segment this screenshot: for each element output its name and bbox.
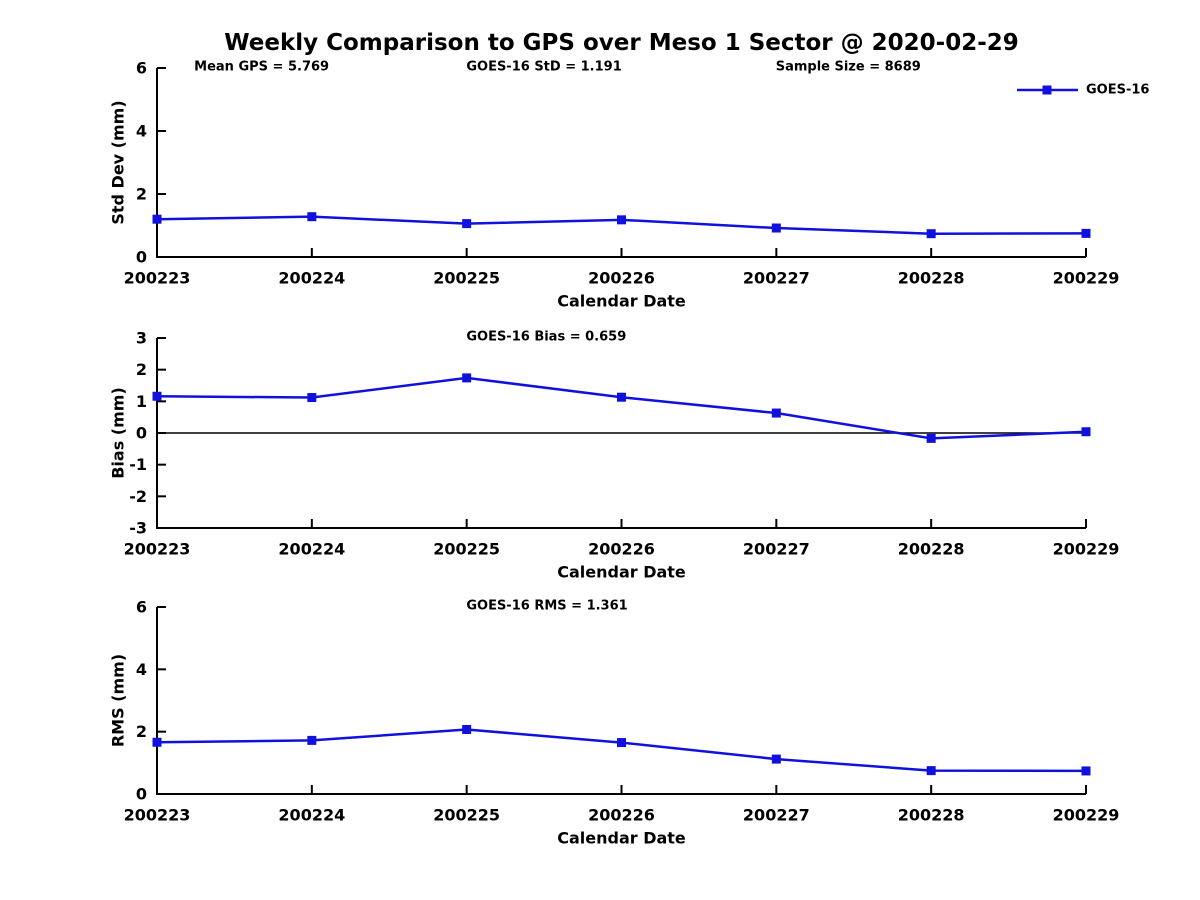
y-tick-label: 2 — [136, 185, 147, 204]
annotation: Sample Size = 8689 — [776, 60, 921, 75]
x-tick-label: 200224 — [278, 269, 345, 288]
y-axis-label: RMS (mm) — [109, 654, 128, 747]
x-tick-label: 200224 — [278, 540, 345, 559]
x-tick-label: 200226 — [588, 540, 655, 559]
data-marker — [926, 433, 936, 443]
y-axis-label: Bias (mm) — [109, 387, 128, 479]
y-tick-label: 2 — [136, 360, 147, 379]
data-line — [156, 376, 1087, 440]
x-tick-label: 200229 — [1053, 269, 1120, 288]
annotation: GOES-16 StD = 1.191 — [466, 60, 621, 75]
x-tick-label: 200225 — [433, 269, 500, 288]
data-marker — [462, 219, 472, 229]
data-marker — [152, 737, 162, 747]
x-tick-label: 200229 — [1053, 806, 1120, 825]
y-tick-label: 0 — [136, 424, 147, 443]
y-tick-label: 0 — [136, 785, 147, 804]
data-marker — [771, 408, 781, 418]
data-marker — [307, 735, 317, 745]
x-tick-label: 200225 — [433, 806, 500, 825]
y-tick-label: 6 — [136, 59, 147, 78]
data-line — [156, 728, 1087, 773]
y-tick-label: 4 — [136, 122, 147, 141]
data-marker — [462, 724, 472, 734]
x-tick-label: 200226 — [588, 269, 655, 288]
y-axis-label: Std Dev (mm) — [109, 100, 128, 224]
axis-spines — [156, 607, 1086, 795]
y-tick-label: -1 — [129, 455, 147, 474]
x-tick-label: 200225 — [433, 540, 500, 559]
data-marker — [307, 393, 317, 403]
data-marker — [152, 214, 162, 224]
x-tick-label: 200228 — [898, 269, 965, 288]
data-marker — [926, 229, 936, 239]
x-tick-label: 200229 — [1053, 540, 1120, 559]
data-marker — [1081, 766, 1091, 776]
y-tick-label: 0 — [136, 248, 147, 267]
x-axis-label: Calendar Date — [557, 563, 686, 582]
axis-spines — [156, 68, 1086, 258]
x-tick-label: 200227 — [743, 540, 810, 559]
subplot-std-dev: 0 2 4 6 200223 200224 200225 200226 200227 200228… — [109, 59, 1150, 311]
y-tick-label: 3 — [136, 329, 147, 348]
subplot-rms: 0 2 4 6 200223 200224 200225 200226 200227 200228… — [109, 598, 1120, 848]
data-marker — [152, 391, 162, 401]
annotation: Mean GPS = 5.769 — [194, 60, 329, 75]
data-marker — [1081, 427, 1091, 437]
y-tick-label: 4 — [136, 660, 147, 679]
subplot-bias: -3 -2 -1 0 1 2 3 200223 200224 200225 200226 200227… — [109, 329, 1120, 582]
data-marker — [307, 212, 317, 222]
data-marker — [771, 754, 781, 764]
x-tick-label: 200227 — [743, 269, 810, 288]
x-axis-label: Calendar Date — [557, 829, 686, 848]
y-tick-label: 6 — [136, 598, 147, 617]
y-tick-label: -3 — [129, 519, 147, 538]
data-marker — [462, 373, 472, 383]
x-tick-label: 200227 — [743, 806, 810, 825]
data-marker — [926, 766, 936, 776]
x-axis-label: Calendar Date — [557, 292, 686, 311]
x-tick-label: 200223 — [124, 540, 191, 559]
data-marker — [1081, 228, 1091, 238]
legend: GOES-16 — [1017, 83, 1149, 98]
x-tick-label: 200228 — [898, 540, 965, 559]
legend-marker-sample — [1042, 85, 1052, 95]
data-marker — [617, 215, 626, 225]
y-tick-label: 1 — [136, 392, 147, 411]
x-tick-label: 200226 — [588, 806, 655, 825]
x-tick-label: 200224 — [278, 806, 345, 825]
annotation: GOES-16 Bias = 0.659 — [466, 330, 626, 345]
data-marker — [617, 392, 626, 402]
y-tick-label: 2 — [136, 722, 147, 741]
y-tick-label: -2 — [129, 487, 147, 506]
figure-title: Weekly Comparison to GPS over Meso 1 Sec… — [224, 30, 1019, 56]
x-tick-label: 200223 — [124, 269, 191, 288]
x-tick-label: 200228 — [898, 806, 965, 825]
legend-label: GOES-16 — [1086, 83, 1149, 98]
data-marker — [617, 738, 626, 748]
data-marker — [771, 223, 781, 233]
annotation: GOES-16 RMS = 1.361 — [466, 599, 627, 614]
x-tick-label: 200223 — [124, 806, 191, 825]
